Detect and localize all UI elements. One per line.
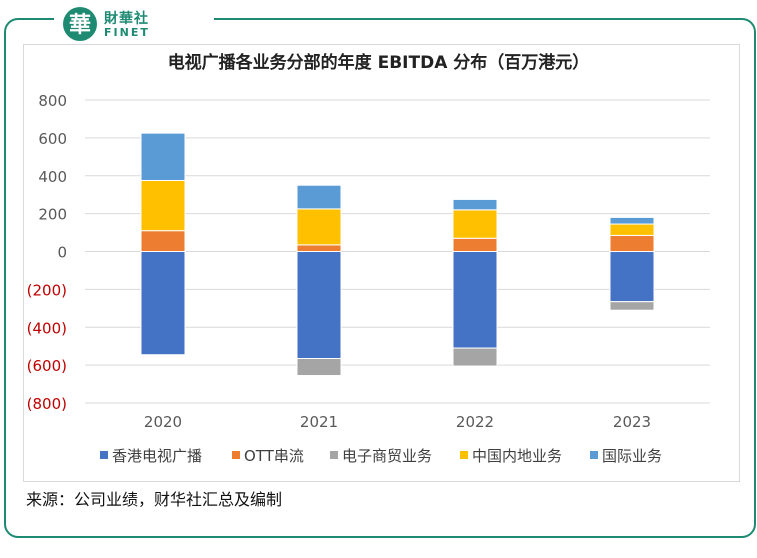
legend-swatch <box>460 451 468 459</box>
svg-text:華: 華 <box>69 13 91 38</box>
x-tick-label: 2020 <box>144 413 182 431</box>
bar-segment <box>452 347 498 367</box>
y-tick-label: 800 <box>38 92 67 110</box>
y-tick-label: 0 <box>57 244 67 262</box>
legend-label: OTT串流 <box>244 447 304 465</box>
bar-segment <box>609 301 655 311</box>
bar-segment <box>609 234 655 252</box>
legend-label: 中国内地业务 <box>472 447 562 465</box>
chart-title: 电视广播各业务分部的年度 EBITDA 分布（百万港元） <box>167 53 590 73</box>
x-tick-label: 2023 <box>613 413 651 431</box>
legend-label: 香港电视广播 <box>112 447 202 465</box>
bar-segment <box>296 251 342 359</box>
legend-swatch <box>232 451 240 459</box>
bar-segment <box>140 179 186 232</box>
bar-segment <box>296 184 342 210</box>
bar-segment <box>452 237 498 252</box>
bar-segment <box>609 251 655 303</box>
bar-segment <box>452 251 498 349</box>
x-tick-label: 2021 <box>300 413 338 431</box>
bar-segment <box>296 357 342 377</box>
bar-segment <box>452 209 498 239</box>
bar-segment <box>296 208 342 246</box>
y-tick-label: (800) <box>27 395 67 413</box>
legend-label: 国际业务 <box>602 447 662 465</box>
y-tick-label: (200) <box>27 281 67 299</box>
bar-segment <box>452 198 498 211</box>
legend-swatch <box>590 451 598 459</box>
brand-name-en: FINET <box>104 26 150 39</box>
finet-seal-icon: 華 <box>63 7 97 41</box>
y-tick-label: (600) <box>27 357 67 375</box>
brand-name-cn: 財華社 <box>104 11 149 27</box>
legend-swatch <box>330 451 338 459</box>
bar-segment <box>296 244 342 252</box>
x-tick-label: 2022 <box>456 413 494 431</box>
brand-logo: 華 財華社 FINET <box>54 4 214 46</box>
bar-segment <box>140 251 186 356</box>
y-tick-label: 600 <box>38 130 67 148</box>
legend-swatch <box>100 451 108 459</box>
legend-label: 电子商贸业务 <box>342 447 432 465</box>
y-tick-label: (400) <box>27 319 67 337</box>
bar-segment <box>140 230 186 252</box>
bar-segment <box>609 223 655 236</box>
y-tick-label: 400 <box>38 168 67 186</box>
source-note: 来源：公司业绩，财华社汇总及编制 <box>26 490 283 509</box>
bar-segment <box>140 132 186 181</box>
y-tick-label: 200 <box>38 206 67 224</box>
bar-segment <box>609 216 655 225</box>
